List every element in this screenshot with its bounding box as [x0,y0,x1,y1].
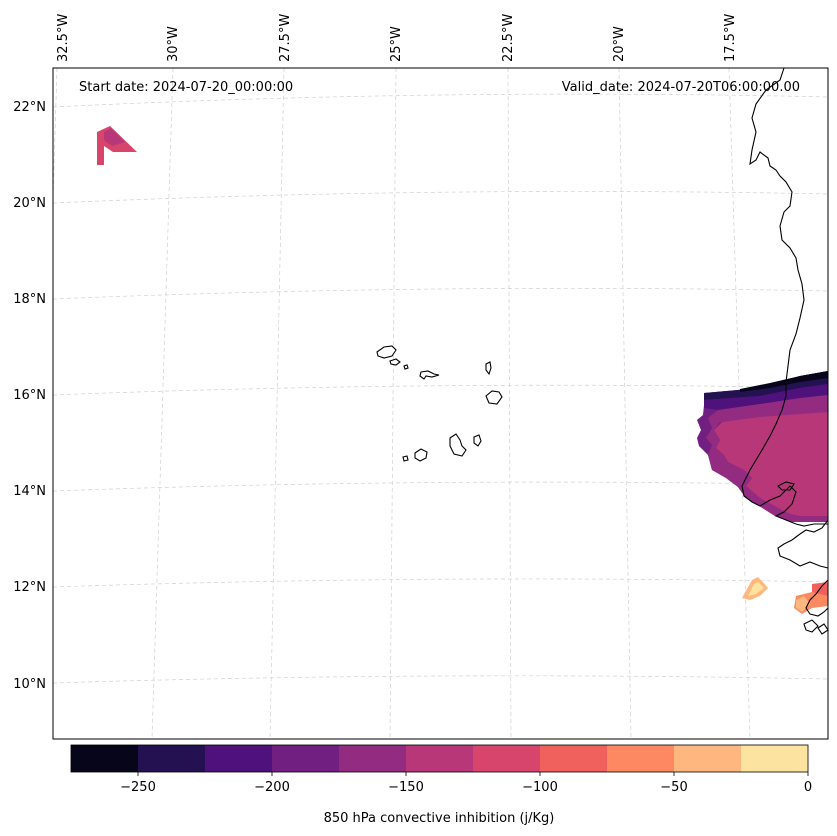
africa-coastline [741,67,828,527]
colorbar-swatch [272,745,340,772]
cin-region-westafrica-band3 [706,395,828,522]
colorbar-tick-label: −100 [522,780,558,795]
lat-gridline-16 [52,384,829,396]
lon-label: 22.5°W [501,14,516,62]
island-sao-vicente [389,358,401,366]
lon-gridline-32-5 [52,67,58,201]
lat-label: 10°N [13,677,46,692]
senegal-river-detail [777,481,795,491]
valid-date-label: Valid_date: 2024-07-20T06:00:00.00 [562,80,800,95]
lat-gridline-14 [52,481,829,492]
gridlines [52,67,829,740]
island-sal [485,361,492,376]
map-frame [52,67,829,740]
colorbar-tick-label: 0 [804,780,812,795]
island-sao-nicolau [419,370,440,380]
lon-labels: 32.5°W 30°W 27.5°W 25°W 22.5°W 20°W 17.5… [56,14,738,62]
colorbar: −250 −200 −150 −100 −50 0 850 hPa convective … [70,744,812,826]
lat-labels: 22°N 20°N 18°N 16°N 14°N 12°N 10°N [13,100,46,692]
island-maio [473,434,482,447]
cin-contours [97,126,828,614]
lon-label: 17.5°W [723,14,738,62]
lon-label: 32.5°W [56,14,71,62]
lon-label: 25°W [389,26,404,62]
coastlines [741,67,829,635]
colorbar-tick-label: −250 [120,780,156,795]
island-santiago [449,433,467,457]
colorbar-tick-label: −200 [254,780,290,795]
colorbar-swatch [406,745,474,772]
lat-gridline-20 [52,191,829,204]
lat-label: 16°N [13,388,46,403]
cin-region-westafrica-core [714,412,828,516]
colorbar-tick-label: −50 [660,780,687,795]
island-brava [402,455,409,462]
lon-label: 20°W [612,26,627,62]
lat-gridline-18 [52,287,829,300]
colorbar-label: 850 hPa convective inhibition (j/Kg) [324,811,555,826]
lat-label: 20°N [13,196,46,211]
guinea-coast [805,579,829,617]
cape-verde-islands [376,345,503,462]
guinea-bissau-coast [777,519,829,569]
colorbar-swatch [138,745,206,772]
lat-gridline-10 [52,675,829,684]
colorbar-swatch [540,745,608,772]
colorbar-tick-label: −150 [388,780,424,795]
lat-label: 14°N [13,484,46,499]
colorbar-ticks: −250 −200 −150 −100 −50 0 [120,772,812,795]
colorbar-swatch [674,745,742,772]
colorbar-swatch [339,745,407,772]
lat-label: 12°N [13,580,46,595]
lon-label: 27.5°W [278,14,293,62]
island-santa-luzia [403,364,409,370]
colorbar-swatch [205,745,273,772]
map-background [53,68,828,739]
map-panel [52,67,829,740]
colorbar-frame [70,744,809,773]
lon-label: 30°W [166,26,181,62]
lat-label: 22°N [13,100,46,115]
cin-region-northwest-core [104,128,125,146]
island-fogo [414,448,428,462]
start-date-label: Start date: 2024-07-20_00:00:00 [79,80,293,95]
cin-region-south-east-3 [796,596,810,612]
colorbar-swatch [71,745,139,772]
island-santo-antao [376,345,397,359]
island-boa-vista [485,390,503,405]
colorbar-swatches [71,745,809,772]
lat-gridline-12 [52,578,829,588]
colorbar-swatch [473,745,541,772]
colorbar-swatch [607,745,675,772]
lat-gridline-22 [52,93,829,108]
colorbar-swatch [741,745,809,772]
cin-region-south-lightest [748,582,764,596]
lat-label: 18°N [13,292,46,307]
cin-region-westafrica-band2 [704,384,828,410]
cin-region-westafrica-band0 [740,371,828,392]
